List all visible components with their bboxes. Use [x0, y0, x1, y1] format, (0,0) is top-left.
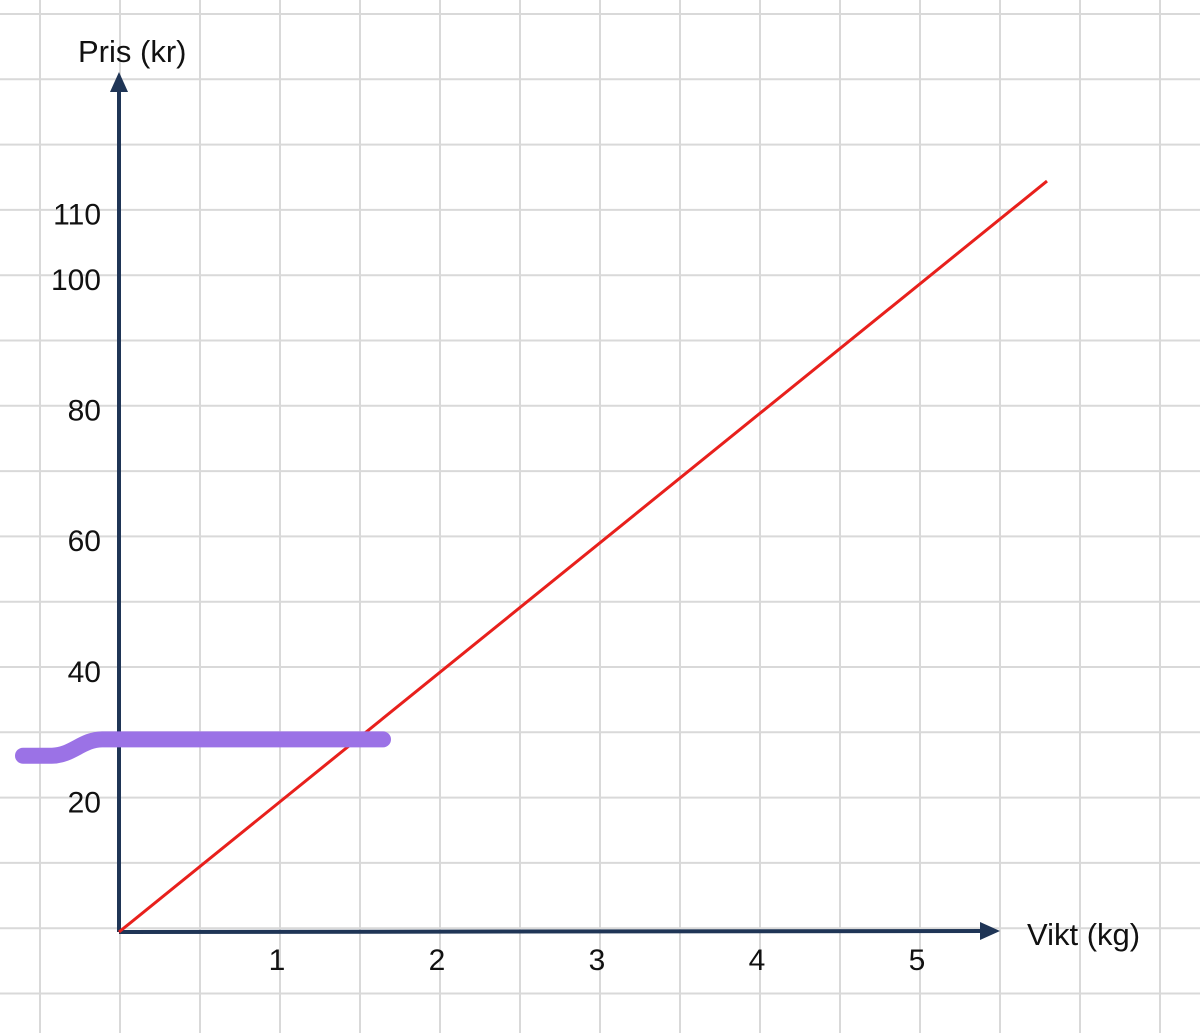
y-tick-label-40: 40 [68, 656, 101, 689]
x-axis-title: Vikt (kg) [1027, 917, 1140, 952]
x-tick-label-5: 5 [909, 944, 926, 977]
x-tick-label-3: 3 [589, 944, 606, 977]
y-tick-label-110: 110 [53, 199, 101, 232]
x-tick-label-1: 1 [269, 944, 286, 977]
series-layer [118, 179, 1048, 934]
y-axis-arrow-icon [110, 72, 128, 92]
x-axis-line [118, 929, 987, 934]
x-axis-arrow-icon [980, 922, 1000, 940]
y-tick-label-20: 20 [68, 786, 101, 819]
tick-labels: 1 2 3 4 5 20 40 60 80 100 110 [51, 199, 925, 977]
y-tick-label-100: 100 [51, 264, 101, 297]
highlight-stroke-0 [15, 731, 391, 764]
y-tick-label-60: 60 [68, 525, 101, 558]
x-tick-label-2: 2 [429, 944, 446, 977]
y-tick-label-80: 80 [68, 395, 101, 428]
series-line-0 [118, 179, 1048, 934]
x-tick-label-4: 4 [749, 944, 766, 977]
annotation-layer [15, 731, 391, 764]
y-axis-title: Pris (kr) [78, 34, 186, 69]
axes [110, 72, 1000, 940]
